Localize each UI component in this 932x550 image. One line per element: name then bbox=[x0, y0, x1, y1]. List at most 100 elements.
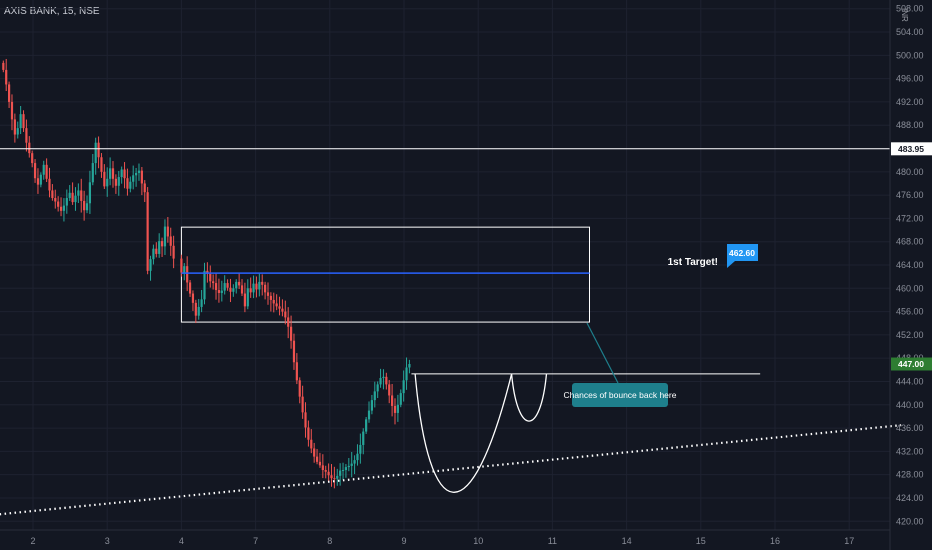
price-tick-label: 420.00 bbox=[896, 516, 924, 526]
candle-body bbox=[57, 201, 60, 207]
price-tick-label: 504.00 bbox=[896, 27, 924, 37]
time-tick-label: 10 bbox=[473, 536, 483, 546]
candle-body bbox=[324, 470, 327, 472]
candle-body bbox=[117, 177, 120, 186]
candle-body bbox=[209, 273, 212, 282]
candle-body bbox=[350, 463, 353, 466]
resistance-badge-box bbox=[891, 142, 932, 156]
candle-body bbox=[137, 170, 141, 173]
candle-body bbox=[163, 226, 167, 247]
time-axis-ticks: 2 3 4 7 8 9 10 11 14 15 16 17 bbox=[30, 536, 854, 546]
price-tick-label: 480.00 bbox=[896, 167, 924, 177]
handle-curve bbox=[510, 373, 548, 422]
candle-body bbox=[197, 306, 200, 316]
candle-body bbox=[353, 460, 356, 464]
candle-body bbox=[255, 283, 258, 290]
candle-body bbox=[287, 317, 290, 327]
candle-body bbox=[315, 456, 319, 462]
candle-body bbox=[212, 281, 215, 284]
support-trendline bbox=[0, 424, 902, 516]
time-tick-label: 11 bbox=[548, 536, 557, 546]
price-tick-label: 476.00 bbox=[896, 190, 924, 200]
candle-body bbox=[48, 178, 51, 191]
candle-body bbox=[275, 303, 278, 307]
candle-body bbox=[160, 241, 164, 247]
candle-body bbox=[243, 293, 247, 307]
note-text: Chances of bounce back here bbox=[564, 390, 677, 400]
note-pointer-line bbox=[586, 322, 619, 384]
candle-body bbox=[405, 367, 408, 381]
candle-body bbox=[22, 114, 25, 129]
price-tick-label: 428.00 bbox=[896, 470, 924, 480]
candle-body bbox=[295, 362, 298, 381]
candle-body bbox=[393, 405, 397, 413]
candle-body bbox=[327, 471, 330, 476]
candle-body bbox=[367, 410, 371, 420]
candle-body bbox=[194, 302, 197, 316]
grid bbox=[0, 0, 890, 530]
price-tick-label: 452.00 bbox=[896, 330, 924, 340]
candle-body bbox=[203, 270, 206, 300]
candle-body bbox=[341, 470, 345, 472]
candle-body bbox=[85, 203, 89, 211]
candle-body bbox=[269, 295, 272, 300]
current-price-badge: 447.00 bbox=[891, 357, 932, 371]
candle-body bbox=[206, 270, 209, 274]
candle-body bbox=[298, 380, 301, 397]
price-axis-ticks: 420.00 424.00 428.00 432.00 436.00 440.00 444.… bbox=[896, 4, 924, 527]
candle-body bbox=[54, 198, 57, 202]
candle-body bbox=[214, 283, 218, 291]
candle-body bbox=[16, 128, 19, 135]
candle-body bbox=[313, 448, 316, 457]
candle-body bbox=[120, 169, 123, 178]
candle-body bbox=[370, 400, 374, 411]
candle-body bbox=[132, 175, 135, 182]
candle-body bbox=[396, 404, 399, 413]
candle-body bbox=[28, 142, 31, 154]
candle-body bbox=[169, 236, 172, 246]
candle-body bbox=[356, 453, 359, 461]
candle-body bbox=[235, 281, 238, 289]
candle-body bbox=[240, 285, 244, 294]
candle-body bbox=[339, 470, 342, 476]
price-tick-label: 432.00 bbox=[896, 446, 924, 456]
time-tick-label: 15 bbox=[696, 536, 706, 546]
candle-body bbox=[330, 475, 333, 479]
candle-body bbox=[129, 181, 132, 189]
target-badge bbox=[727, 244, 758, 268]
candle-body bbox=[97, 142, 100, 158]
price-tick-label: 460.00 bbox=[896, 283, 924, 293]
candle-body bbox=[71, 192, 74, 203]
candle-body bbox=[25, 128, 28, 143]
candle-body bbox=[126, 178, 129, 189]
candle-body bbox=[385, 376, 388, 385]
candle-body bbox=[226, 283, 229, 288]
candle-body bbox=[146, 192, 149, 271]
candle-body bbox=[238, 281, 241, 286]
candle-body bbox=[180, 258, 183, 273]
price-tick-label: 436.00 bbox=[896, 423, 924, 433]
candle-body bbox=[272, 299, 275, 304]
candle-body bbox=[33, 163, 37, 179]
candle-body bbox=[333, 478, 336, 480]
time-tick-label: 14 bbox=[622, 536, 632, 546]
candle-body bbox=[80, 190, 83, 201]
candle-body bbox=[109, 168, 112, 179]
candle-body bbox=[200, 299, 203, 307]
overlays bbox=[0, 148, 902, 516]
candle-body bbox=[103, 171, 106, 187]
time-tick-label: 9 bbox=[401, 536, 406, 546]
time-tick-label: 3 bbox=[105, 536, 110, 546]
candle-body bbox=[111, 168, 115, 179]
candle-body bbox=[307, 427, 310, 440]
candle-body bbox=[408, 364, 411, 368]
candle-body bbox=[77, 190, 80, 196]
candle-body bbox=[31, 153, 34, 164]
candle-body bbox=[83, 200, 86, 211]
candle-body bbox=[301, 396, 304, 413]
axes bbox=[0, 0, 891, 550]
candle-body bbox=[140, 170, 143, 184]
candle-body bbox=[62, 205, 66, 211]
candle-body bbox=[258, 281, 261, 290]
